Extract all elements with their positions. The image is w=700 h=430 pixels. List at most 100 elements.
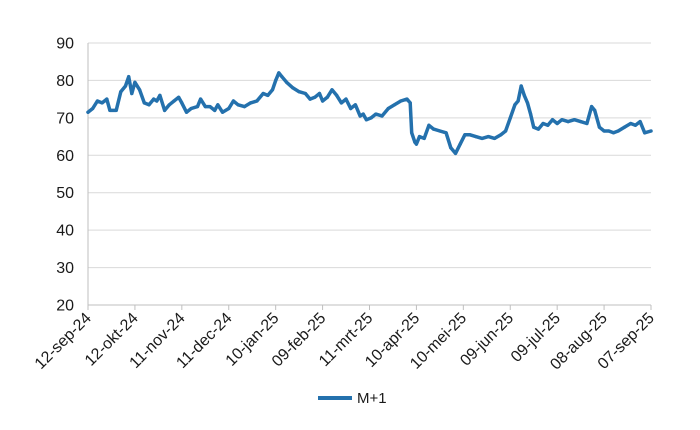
data-point-0-30: [216, 103, 220, 107]
y-tick-label-80: 80: [56, 73, 74, 90]
legend-label-m1: M+1: [357, 390, 387, 407]
data-point-0-11: [133, 80, 137, 84]
data-point-0-109: [593, 108, 597, 112]
data-point-0-2: [95, 99, 99, 103]
data-point-0-99: [541, 121, 545, 126]
data-point-0-36: [249, 101, 253, 105]
data-point-0-65: [386, 106, 390, 111]
data-point-0-80: [453, 151, 458, 155]
data-point-0-8: [123, 84, 128, 88]
data-point-0-67: [399, 99, 403, 103]
data-point-0-117: [633, 123, 638, 127]
data-point-0-34: [236, 103, 240, 107]
data-point-0-73: [417, 135, 422, 139]
data-point-0-16: [155, 99, 159, 103]
data-point-0-108: [590, 105, 594, 109]
data-point-0-95: [525, 101, 530, 105]
data-point-0-119: [643, 131, 647, 135]
data-point-0-7: [119, 90, 123, 94]
data-point-0-44: [285, 80, 289, 84]
data-point-0-13: [142, 101, 146, 105]
data-point-0-64: [380, 114, 384, 118]
data-point-0-102: [555, 121, 559, 126]
data-point-0-83: [468, 133, 472, 137]
data-point-0-35: [242, 105, 246, 109]
data-point-0-107: [585, 121, 589, 126]
data-point-0-51: [321, 99, 325, 103]
data-point-0-9: [127, 75, 131, 79]
data-point-0-110: [597, 125, 602, 129]
gridlines: [88, 42, 651, 269]
data-point-0-89: [504, 129, 508, 133]
y-tick-label-30: 30: [56, 260, 74, 277]
data-point-0-0: [86, 110, 90, 114]
data-point-0-61: [364, 118, 368, 122]
data-point-0-113: [611, 131, 616, 135]
data-point-0-63: [374, 112, 378, 116]
data-point-0-86: [486, 135, 490, 139]
data-point-0-100: [546, 123, 550, 127]
data-point-0-66: [392, 103, 397, 107]
data-point-0-52: [325, 95, 329, 99]
data-point-0-92: [516, 99, 520, 103]
data-point-0-87: [493, 136, 497, 140]
data-point-0-104: [566, 120, 570, 124]
data-point-0-91: [513, 103, 517, 107]
data-point-0-96: [529, 112, 533, 116]
data-point-0-1: [91, 106, 95, 111]
data-point-0-53: [330, 88, 334, 92]
data-point-0-15: [152, 97, 156, 101]
data-point-0-48: [308, 97, 312, 101]
data-point-0-31: [220, 110, 225, 114]
data-point-0-101: [550, 118, 555, 122]
data-point-0-78: [444, 131, 448, 135]
data-point-0-20: [172, 99, 176, 103]
data-point-0-106: [579, 120, 583, 124]
series-line-0: [86, 71, 653, 156]
data-point-0-74: [422, 136, 426, 140]
data-point-0-94: [522, 93, 526, 97]
data-point-0-68: [405, 97, 409, 101]
data-point-0-56: [344, 97, 348, 101]
data-point-0-40: [270, 88, 275, 92]
data-point-0-41: [274, 78, 278, 82]
data-point-0-75: [427, 123, 431, 127]
data-point-0-37: [255, 99, 259, 103]
data-point-0-24: [189, 106, 193, 111]
data-point-0-118: [638, 120, 642, 124]
data-point-0-115: [622, 125, 627, 129]
data-point-0-22: [180, 101, 184, 105]
data-point-0-98: [536, 127, 541, 131]
x-tick-label-12-sep-24: 12-sep-24: [32, 310, 95, 373]
y-tick-label-70: 70: [56, 110, 74, 127]
data-point-0-17: [158, 93, 162, 97]
data-point-0-14: [147, 103, 151, 107]
data-point-0-10: [130, 91, 134, 96]
data-point-0-33: [231, 99, 235, 103]
data-point-0-97: [532, 125, 536, 129]
data-point-0-112: [607, 129, 611, 133]
y-tick-label-60: 60: [56, 148, 74, 165]
legend: M+1: [318, 390, 387, 407]
data-point-0-77: [438, 129, 442, 133]
data-point-0-49: [313, 95, 317, 99]
data-point-0-4: [105, 97, 109, 101]
data-point-0-85: [480, 136, 484, 140]
axes: [87, 43, 652, 310]
y-tick-label-20: 20: [56, 298, 74, 315]
data-point-0-12: [138, 88, 142, 92]
data-point-0-39: [266, 93, 270, 97]
data-point-0-81: [458, 142, 462, 146]
data-point-0-43: [280, 75, 284, 79]
data-point-0-54: [335, 93, 339, 97]
data-point-0-21: [177, 95, 181, 99]
data-point-0-84: [474, 135, 478, 139]
series-layer: [86, 71, 653, 156]
data-point-0-103: [560, 118, 564, 122]
data-point-0-55: [339, 101, 343, 105]
data-point-0-93: [519, 84, 523, 88]
data-point-0-60: [361, 112, 365, 116]
data-point-0-88: [499, 133, 503, 137]
data-point-0-111: [602, 129, 606, 133]
